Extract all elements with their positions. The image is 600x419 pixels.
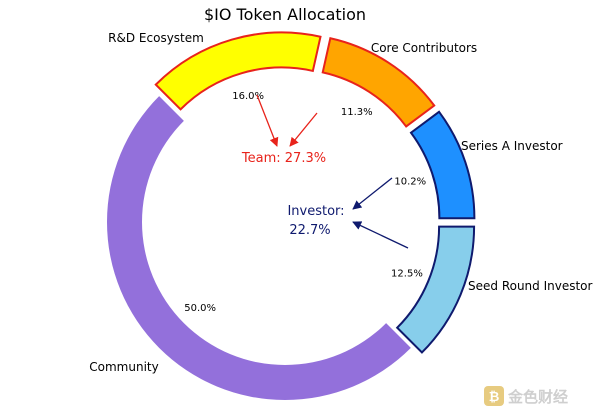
team-arrow-left bbox=[256, 94, 279, 147]
pct-label-1: 11.3% bbox=[341, 107, 373, 118]
svg-text:₿: ₿ bbox=[489, 390, 500, 405]
pct-label-4: 50.0% bbox=[184, 303, 216, 314]
category-label-3: Seed Round Investor bbox=[468, 279, 593, 293]
slice-core-contributors bbox=[321, 37, 436, 128]
team-annotation: Team: 27.3% bbox=[241, 151, 326, 166]
pct-label-3: 12.5% bbox=[391, 269, 423, 280]
pct-label-2: 10.2% bbox=[394, 176, 426, 187]
team-arrow-right bbox=[289, 112, 318, 147]
watermark-text: 金色财经 bbox=[507, 388, 568, 406]
category-label-2: Series A Investor bbox=[461, 139, 563, 153]
slice-community bbox=[107, 96, 411, 400]
category-label-1: Core Contributors bbox=[371, 41, 477, 55]
watermark: ₿ 金色财经 bbox=[484, 386, 568, 406]
investor-arrow-bottom bbox=[352, 221, 409, 249]
slice-seed-round-investor bbox=[395, 225, 476, 354]
investor-arrow-top bbox=[352, 177, 393, 210]
gold-finance-logo-icon: ₿ bbox=[484, 386, 504, 406]
slice-r-d-ecosystem bbox=[154, 31, 322, 111]
investor-annotation-value: 22.7% bbox=[289, 223, 330, 238]
slice-series-a-investor bbox=[409, 110, 476, 220]
category-label-4: Community bbox=[89, 360, 158, 374]
category-label-0: R&D Ecosystem bbox=[108, 31, 204, 45]
chart-title: $IO Token Allocation bbox=[204, 5, 366, 24]
investor-annotation-label: Investor: bbox=[287, 204, 344, 219]
pct-label-0: 16.0% bbox=[232, 91, 264, 102]
